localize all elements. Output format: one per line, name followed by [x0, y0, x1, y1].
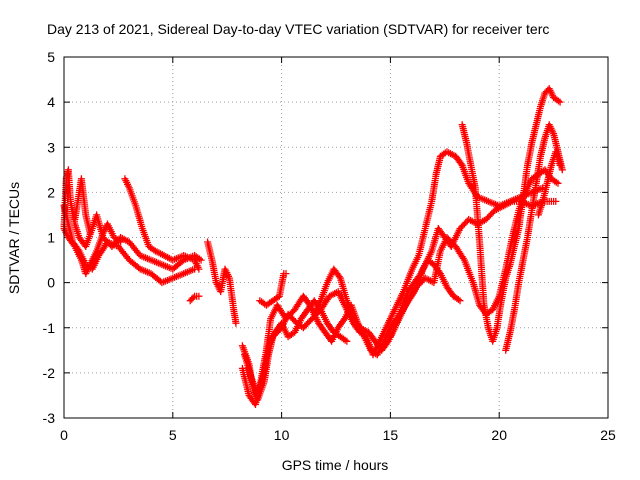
x-tick-labels: 0 5 10 15 20 25: [60, 427, 616, 443]
sat-track-5-markers: [121, 175, 203, 273]
sat-track-4-markers: [71, 175, 94, 237]
y-tick-label: 5: [47, 49, 55, 65]
plot-data: [60, 85, 566, 408]
plot-frame: [63, 56, 609, 419]
sat-track-11-markers: [256, 270, 290, 309]
y-tick-labels: -3 -2 -1 0 1 2 3 4 5: [43, 49, 56, 426]
sat-track-11: [256, 270, 290, 309]
sat-track-10: [241, 297, 351, 399]
x-tick-label: 0: [60, 427, 68, 443]
y-tick-label: 0: [47, 275, 55, 291]
sat-track-6-markers: [186, 292, 203, 305]
y-tick-label: -2: [43, 365, 56, 381]
sat-track-15-markers: [502, 121, 566, 354]
y-tick-label: 1: [47, 230, 55, 246]
y-tick-label: 2: [47, 184, 55, 200]
x-tick-label: 25: [600, 427, 616, 443]
sat-track-7-markers: [204, 238, 240, 327]
y-tick-label: 3: [47, 139, 55, 155]
sat-track-6: [186, 292, 203, 305]
sat-track-13: [386, 166, 562, 341]
sat-track-14-markers: [458, 85, 564, 345]
y-tick-label: 4: [47, 94, 55, 110]
y-axis-label: SDTVAR / TECUs: [6, 182, 22, 294]
sat-track-14: [458, 85, 564, 345]
sat-track-16-markers: [534, 148, 564, 219]
x-axis-label: GPS time / hours: [282, 457, 389, 473]
sat-track-10-markers: [241, 297, 351, 399]
sat-track-15: [502, 121, 566, 354]
y-tick-label: -1: [43, 320, 56, 336]
sat-track-7: [204, 238, 240, 327]
x-tick-label: 10: [274, 427, 290, 443]
x-tick-label: 15: [383, 427, 399, 443]
sat-track-13-markers: [386, 166, 562, 341]
sat-track-5: [121, 175, 203, 273]
x-tick-label: 5: [169, 427, 177, 443]
x-tick-label: 20: [491, 427, 507, 443]
y-tick-label: -3: [43, 410, 56, 426]
chart-title: Day 213 of 2021, Sidereal Day-to-day VTE…: [47, 21, 549, 37]
sat-track-4: [71, 175, 94, 237]
sat-track-16: [534, 148, 564, 219]
